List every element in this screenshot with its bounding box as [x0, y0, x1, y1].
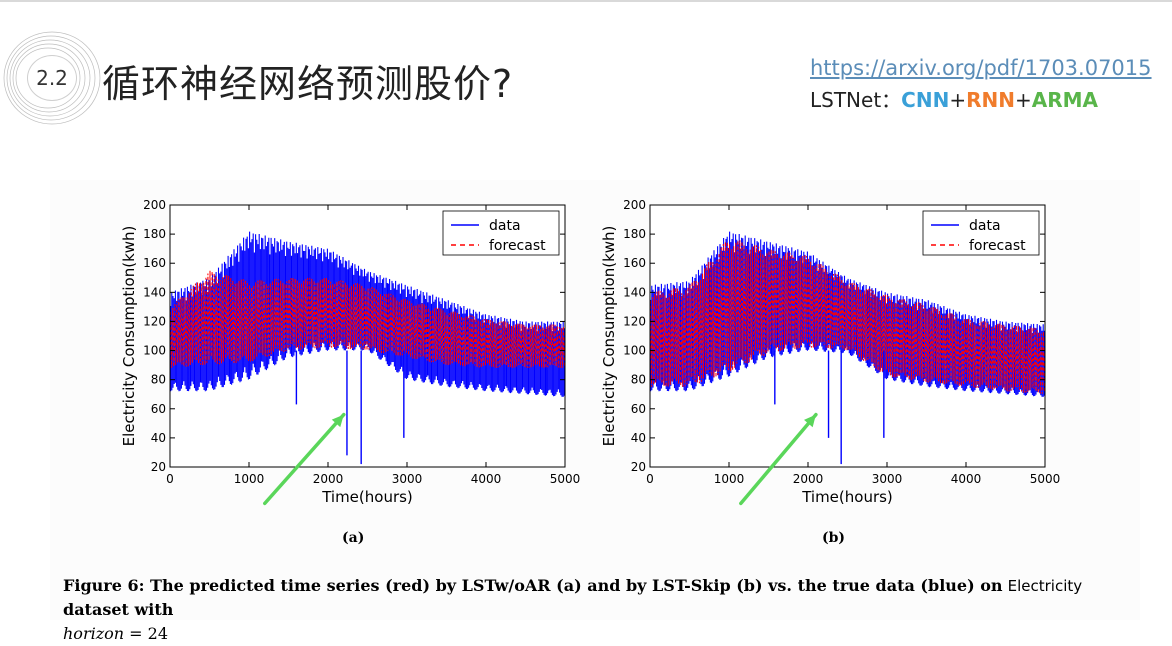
y-tick-label: 100 [623, 344, 646, 358]
model-cnn: CNN [901, 88, 950, 112]
legend-box [922, 210, 1040, 256]
legend-label-data: data [969, 218, 1001, 234]
x-tick-label: 2000 [793, 472, 824, 486]
section-number: 2.2 [27, 55, 77, 101]
y-tick-label: 180 [143, 227, 166, 241]
annotation-arrow-shaft [263, 412, 346, 506]
y-axis-label: Electricity Consumption(kwh) [600, 226, 618, 447]
plot-frame [649, 204, 1046, 468]
y-tick-label: 120 [623, 314, 646, 328]
y-tick-label: 40 [631, 431, 646, 445]
model-prefix: LSTNet： [810, 88, 902, 112]
y-tick-label: 60 [151, 402, 166, 416]
caption-horizon: horizon [63, 624, 125, 643]
caption-tail: dataset with [63, 600, 174, 619]
y-tick-label: 180 [623, 227, 646, 241]
plus-2: + [1014, 88, 1032, 112]
y-tick-label: 140 [623, 285, 646, 299]
x-tick-label: 5000 [550, 472, 581, 486]
model-arma: ARMA [1031, 88, 1099, 112]
section-badge-decoration [3, 31, 101, 125]
y-tick-label: 200 [623, 198, 646, 212]
x-tick-label: 0 [166, 472, 174, 486]
top-border [0, 0, 1172, 2]
y-tick-label: 20 [631, 460, 646, 474]
annotation-arrow-shaft [739, 412, 818, 506]
y-tick-label: 80 [631, 373, 646, 387]
y-tick-label: 40 [151, 431, 166, 445]
model-composition: LSTNet：CNN+RNN+ARMA [810, 84, 1098, 113]
annotation-arrow-head [804, 414, 816, 428]
y-tick-label: 120 [143, 314, 166, 328]
legend-label-data: data [489, 218, 521, 234]
panel-label-b: (b) [822, 530, 846, 546]
legend-label-forecast: forecast [969, 238, 1026, 254]
y-tick-label: 60 [631, 402, 646, 416]
plus-1: + [949, 88, 967, 112]
series-forecast-line [650, 240, 1045, 394]
x-tick-label: 3000 [872, 472, 903, 486]
legend-label-forecast: forecast [489, 238, 546, 254]
x-tick-label: 2000 [313, 472, 344, 486]
y-tick-label: 140 [143, 285, 166, 299]
x-tick-label: 4000 [471, 472, 502, 486]
y-tick-label: 20 [151, 460, 166, 474]
x-axis-label: Time(hours) [801, 488, 893, 506]
caption-main: Figure 6: The predicted time series (red… [63, 576, 1003, 595]
y-tick-label: 80 [151, 373, 166, 387]
x-tick-label: 1000 [234, 472, 265, 486]
y-tick-label: 160 [623, 256, 646, 270]
x-tick-label: 4000 [951, 472, 982, 486]
y-axis-label: Electricity Consumption(kwh) [120, 226, 138, 447]
panel-label-a: (a) [342, 530, 365, 546]
y-tick-label: 160 [143, 256, 166, 270]
y-tick-label: 100 [143, 344, 166, 358]
chart-b: 0 1000 2000 3000 4000 5000 20 40 60 80 100 120 140 16… [600, 198, 1061, 506]
x-tick-label: 5000 [1030, 472, 1061, 486]
x-axis-label: Time(hours) [321, 488, 413, 506]
annotation-arrow-head [331, 414, 344, 428]
series-forecast-line [170, 270, 565, 369]
legend-box [442, 210, 560, 256]
y-tick-label: 200 [143, 198, 166, 212]
slide-title: 循环神经网络预测股价? [102, 62, 514, 106]
plot-frame [169, 204, 566, 468]
x-tick-label: 3000 [392, 472, 423, 486]
figure-caption: Figure 6: The predicted time series (red… [63, 574, 1133, 646]
chart-a: 0 1000 2000 3000 4000 5000 20 40 60 80 100 120 140 16… [120, 198, 581, 506]
caption-dataset: Electricity [1007, 577, 1083, 595]
x-tick-label: 1000 [714, 472, 745, 486]
caption-horizon-value: = 24 [129, 624, 169, 643]
model-rnn: RNN [966, 88, 1015, 112]
paper-link[interactable]: https://arxiv.org/pdf/1703.07015 [810, 56, 1152, 80]
x-tick-label: 0 [646, 472, 654, 486]
